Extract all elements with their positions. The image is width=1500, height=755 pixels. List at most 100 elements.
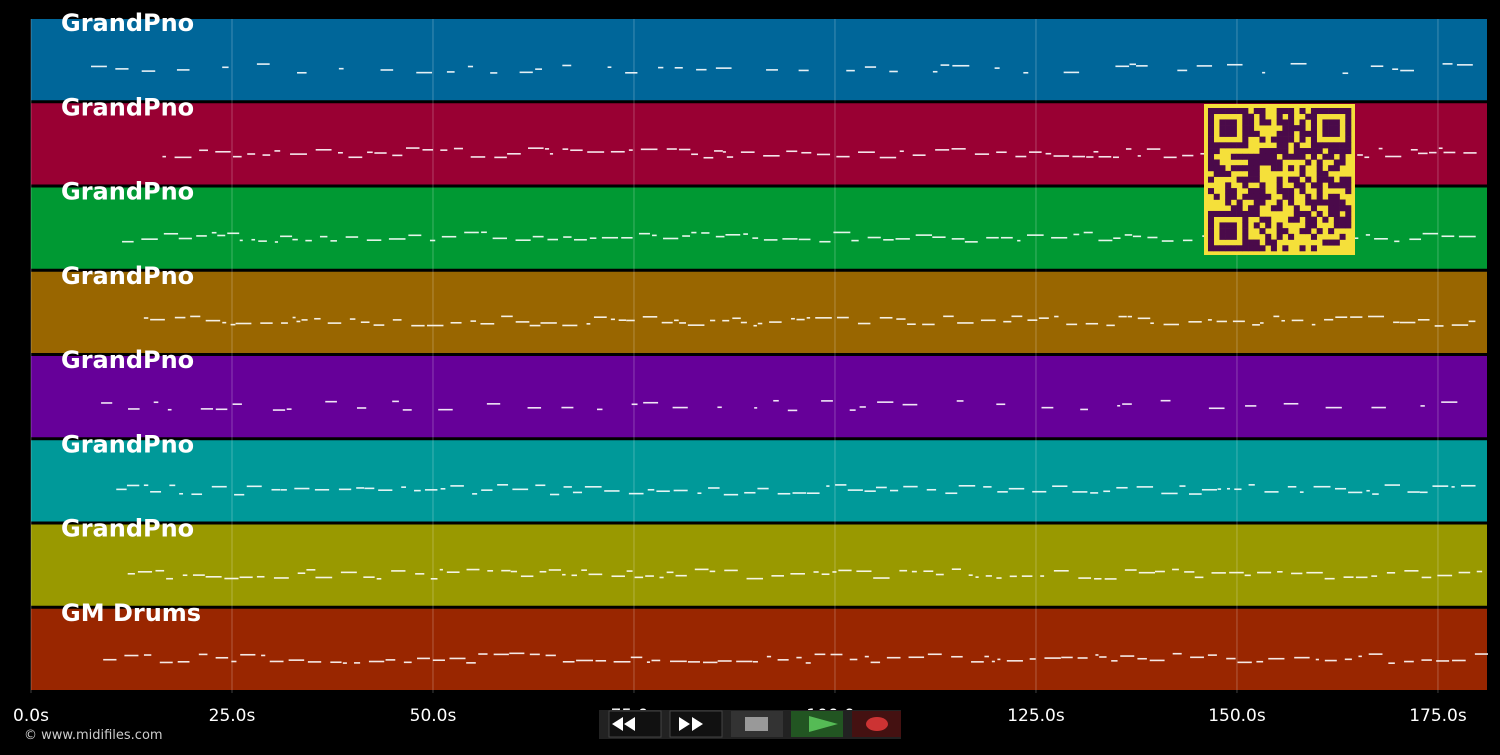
note (710, 319, 716, 322)
qr-cell (1236, 245, 1243, 252)
note (1104, 578, 1117, 580)
note (1127, 315, 1132, 318)
record-button[interactable] (852, 711, 901, 737)
qr-cell (1265, 216, 1272, 223)
qr-cell (1219, 142, 1226, 149)
note (771, 575, 784, 577)
note (951, 238, 965, 240)
note (1115, 65, 1130, 68)
note (752, 237, 759, 239)
qr-cell (1219, 170, 1226, 177)
note (656, 490, 670, 493)
note (1378, 147, 1383, 150)
qr-cell (1310, 216, 1317, 223)
note (1032, 490, 1047, 493)
note (1063, 71, 1080, 74)
note (540, 322, 557, 324)
play-button[interactable] (791, 711, 843, 737)
qr-cell (1282, 125, 1289, 132)
note (286, 408, 292, 410)
note (932, 70, 938, 73)
note (984, 655, 989, 658)
note (1188, 493, 1202, 495)
note (392, 319, 402, 321)
qr-cell (1208, 210, 1215, 217)
note (773, 399, 779, 402)
track-name: GrandPno (61, 515, 194, 543)
qr-cell (1299, 210, 1306, 217)
note (782, 238, 798, 240)
qr-cell (1276, 148, 1283, 155)
qr-cell (1293, 210, 1300, 217)
note (815, 317, 832, 319)
track-name: GrandPno (61, 430, 194, 458)
qr-cell (1276, 233, 1283, 240)
note (1194, 576, 1204, 579)
stop-button[interactable] (731, 711, 783, 737)
note (561, 406, 574, 409)
track-name: GrandPno (61, 346, 194, 374)
note (588, 573, 603, 576)
qr-cell (1299, 188, 1306, 195)
note (378, 489, 393, 491)
note (1364, 156, 1370, 159)
note (314, 488, 330, 491)
qr-cell (1310, 222, 1317, 229)
note (408, 234, 422, 237)
note (520, 575, 534, 578)
note (143, 654, 152, 656)
note (294, 487, 310, 490)
qr-cell (1276, 199, 1283, 206)
note (545, 654, 556, 657)
note (932, 236, 946, 238)
qr-cell (1230, 153, 1237, 160)
qr-cell (1225, 199, 1232, 206)
note (996, 151, 1007, 154)
note (501, 315, 513, 318)
note (446, 71, 455, 73)
note (1343, 576, 1354, 578)
qr-cell (1213, 108, 1220, 115)
qr-cell (1333, 239, 1340, 246)
rewind-button[interactable] (608, 710, 662, 738)
qr-cell (1253, 210, 1260, 217)
forward-button[interactable] (669, 710, 723, 738)
qr-cell (1259, 228, 1266, 235)
note (1366, 489, 1370, 492)
note (349, 318, 356, 320)
qr-cell (1219, 228, 1226, 235)
note (640, 148, 658, 151)
note (1161, 492, 1178, 495)
note (672, 406, 688, 409)
qr-cell (1230, 130, 1237, 137)
note (991, 660, 995, 663)
qr-cell (1225, 245, 1232, 252)
qr-cell (1276, 205, 1283, 212)
note (227, 232, 240, 235)
note (645, 575, 654, 577)
qr-cell (1293, 216, 1300, 223)
qr-cell (1288, 108, 1295, 115)
qr-cell (1219, 125, 1226, 132)
note (935, 573, 944, 576)
qr-cell (1328, 130, 1335, 137)
note (1313, 485, 1331, 488)
note (1172, 652, 1182, 655)
note (549, 493, 560, 496)
qr-cell (1213, 165, 1220, 172)
note (1106, 324, 1115, 327)
note (1404, 570, 1419, 572)
note (763, 239, 778, 241)
qr-cell (1345, 148, 1352, 155)
qr-cell (1276, 182, 1283, 189)
note (230, 323, 236, 326)
note (1350, 316, 1363, 318)
note (958, 485, 976, 487)
qr-cell (1322, 170, 1329, 177)
qr-cell (1208, 153, 1215, 160)
qr-cell (1316, 108, 1323, 115)
note (1260, 322, 1264, 324)
qr-cell (1310, 182, 1317, 189)
note (544, 148, 550, 150)
note (1095, 654, 1099, 656)
